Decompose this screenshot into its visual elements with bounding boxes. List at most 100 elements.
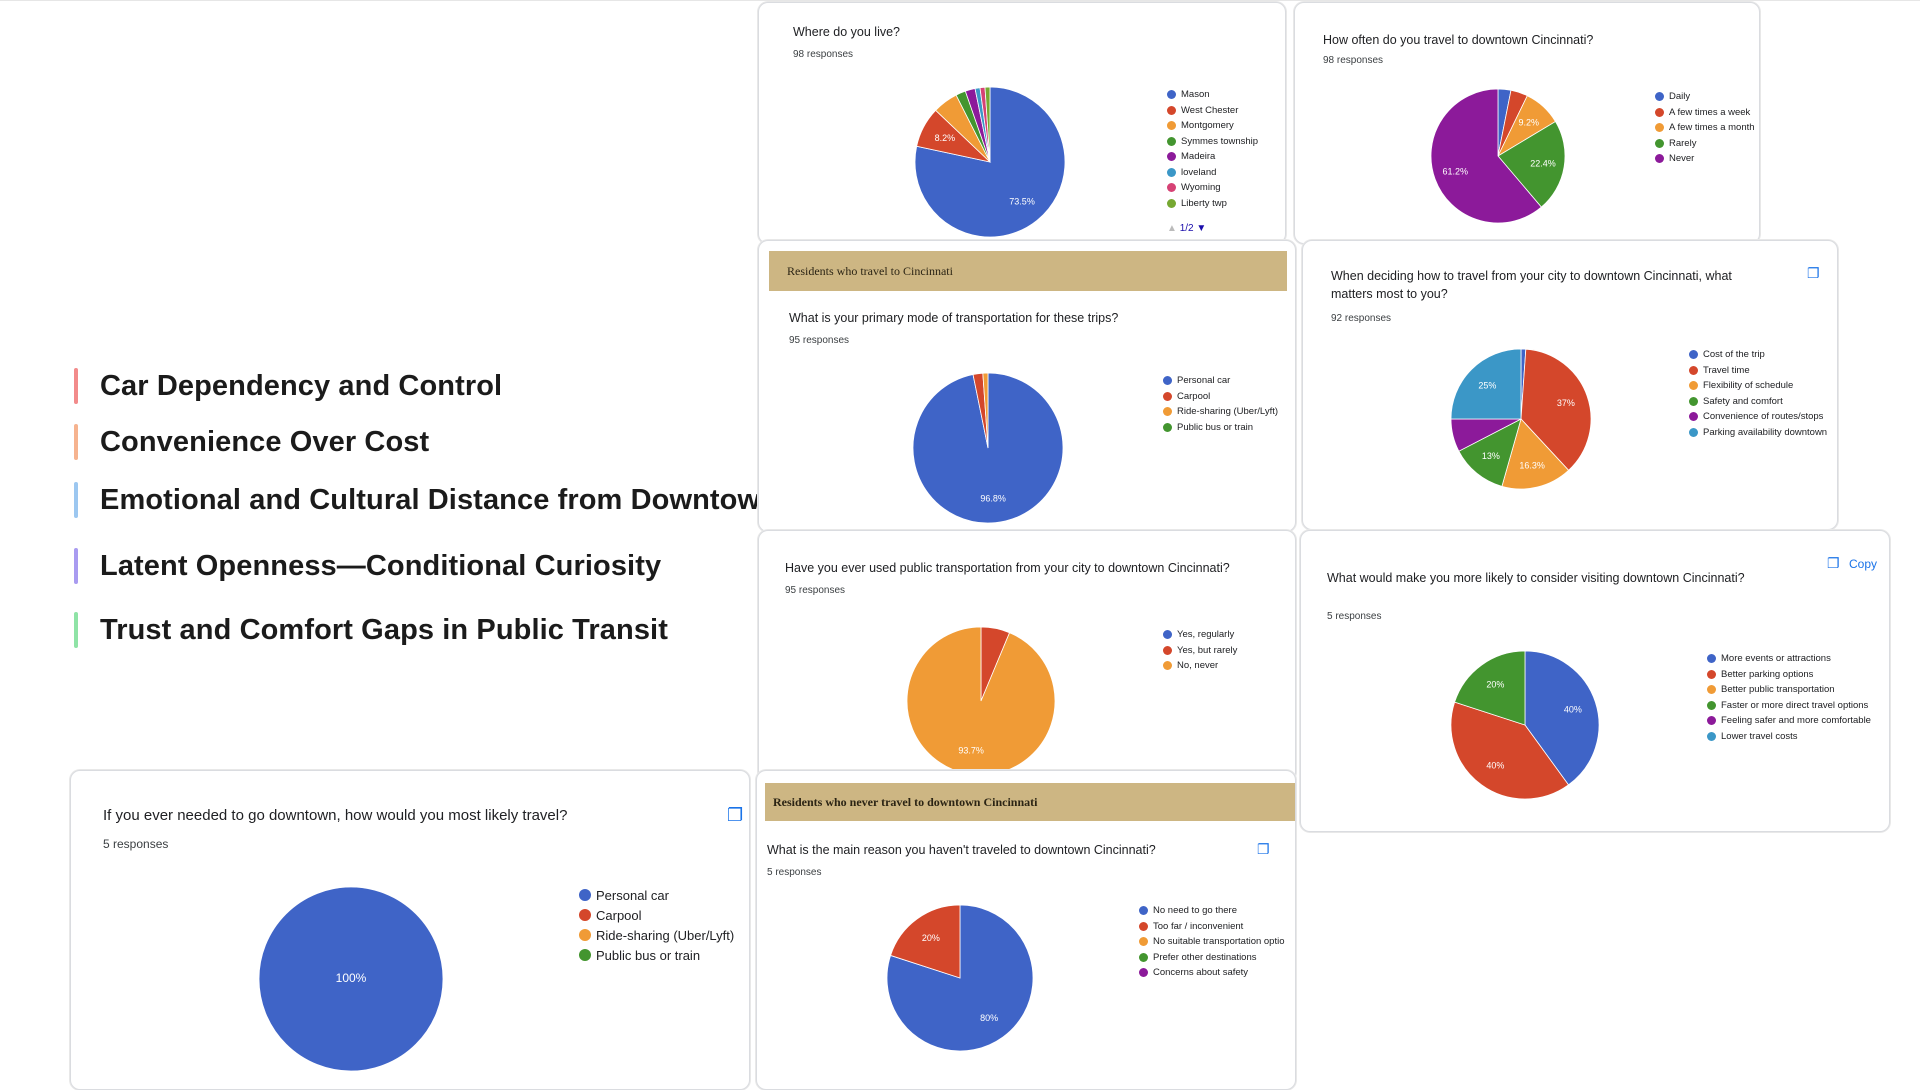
- legend-swatch: [579, 909, 591, 921]
- pie-slice-flexibility-of-schedule: [1501, 418, 1570, 490]
- legend-item: Personal car: [579, 885, 734, 905]
- copy-icon[interactable]: ❐: [1807, 265, 1820, 281]
- pie-data-label: 16.3%: [1519, 460, 1545, 470]
- legend-swatch: [1655, 154, 1664, 164]
- chart-legend: Personal car Carpool Ride-sharing (Uber/Ly…: [579, 885, 734, 965]
- question-title: What would make you more likely to consi…: [1327, 571, 1745, 585]
- legend-item: Parking availability downtown: [1689, 425, 1827, 441]
- legend-item: Symmes township: [1167, 134, 1258, 150]
- chart-legend: More events or attractions Better parking…: [1707, 651, 1871, 744]
- pie-chart: 80% 20%: [886, 904, 1034, 1052]
- legend-item: Convenience of routes/stops: [1689, 409, 1827, 425]
- pie-slice-more-events-or-attractions: [1524, 650, 1600, 786]
- legend-item: Feeling safer and more comfortable: [1707, 713, 1871, 729]
- legend-item: Ride-sharing (Uber/Lyft): [1163, 404, 1278, 420]
- legend-item: Safety and comfort: [1689, 394, 1827, 410]
- legend-swatch: [1139, 952, 1148, 962]
- legend-item: loveland: [1167, 165, 1258, 181]
- pie-slice-safety-and-comfort: [1458, 418, 1522, 487]
- chart-legend: Personal car Carpool Ride-sharing (Uber/Ly…: [1163, 373, 1278, 435]
- pie-data-label: 20%: [1486, 679, 1504, 689]
- pie-data-label: 25%: [1478, 380, 1496, 390]
- theme-label: Emotional and Cultural Distance from Dow…: [100, 483, 778, 516]
- theme-item: Emotional and Cultural Distance from Dow…: [74, 480, 778, 520]
- legend-label: More events or attractions: [1721, 653, 1831, 665]
- legend-label: Faster or more direct travel options: [1721, 699, 1869, 711]
- legend-item: Montgomery: [1167, 118, 1258, 134]
- copy-button[interactable]: Copy: [1849, 557, 1878, 571]
- legend-label: No, never: [1177, 660, 1219, 672]
- chart-card-live: Where do you live? 98 responses 73.5% 8.2…: [758, 2, 1286, 244]
- pie-slice-ride-sharing-uber-lyft-: [982, 372, 989, 449]
- legend-item: Mason: [1167, 87, 1258, 103]
- copy-icon[interactable]: ❐: [727, 805, 744, 825]
- question-title: What is the main reason you haven't trav…: [767, 843, 1156, 857]
- legend-label: Never: [1669, 153, 1695, 165]
- question-title: Have you ever used public transportation…: [785, 561, 1230, 575]
- legend-label: Liberty twp: [1181, 197, 1227, 209]
- legend-label: Carpool: [596, 907, 642, 923]
- pie-slice-better-parking-options: [1450, 701, 1570, 800]
- pie-data-label: 100%: [336, 971, 367, 985]
- response-count: 98 responses: [793, 49, 854, 60]
- legend-swatch: [1163, 376, 1172, 386]
- theme-item: Car Dependency and Control: [74, 366, 502, 406]
- pie-chart: 96.8%: [912, 372, 1064, 524]
- legend-swatch: [1167, 183, 1176, 193]
- legend-item: Carpool: [1163, 389, 1278, 405]
- legend-label: Public bus or train: [596, 947, 701, 963]
- legend-label: Travel time: [1703, 364, 1750, 376]
- legend-label: Feeling safer and more comfortable: [1721, 715, 1871, 727]
- legend-item: No need to go there: [1139, 903, 1285, 919]
- legend-label: Too far / inconvenient: [1153, 920, 1244, 932]
- response-count: 5 responses: [767, 867, 822, 878]
- chart-card-downtown: If you ever needed to go downtown, how w…: [70, 770, 750, 1090]
- theme-label: Trust and Comfort Gaps in Public Transit: [100, 613, 668, 646]
- legend-label: Concerns about safety: [1153, 967, 1249, 979]
- legend-pager[interactable]: ▲ 1/2 ▼: [1167, 223, 1206, 234]
- theme-item: Convenience Over Cost: [74, 422, 429, 462]
- legend-label: Personal car: [596, 887, 669, 903]
- legend-item: More events or attractions: [1707, 651, 1871, 667]
- legend-item: Travel time: [1689, 363, 1827, 379]
- pie-data-label: 40%: [1564, 704, 1582, 714]
- pager-down-icon[interactable]: ▼: [1196, 223, 1207, 234]
- pie-data-label: 93.7%: [958, 745, 984, 755]
- legend-swatch: [1707, 654, 1716, 664]
- pie-data-label: 61.2%: [1442, 167, 1468, 177]
- pie-slice-personal-car: [258, 886, 444, 1072]
- pie-data-label: 80%: [980, 1013, 998, 1023]
- response-count: 92 responses: [1331, 313, 1392, 324]
- question-title: If you ever needed to go downtown, how w…: [103, 807, 568, 824]
- pie-slice-parking-availability-downtown: [1450, 348, 1522, 420]
- legend-swatch: [1689, 381, 1698, 391]
- legend-swatch: [579, 949, 591, 961]
- pie-chart: 93.7%: [906, 626, 1056, 776]
- legend-swatch: [1163, 391, 1172, 401]
- legend-item: Wyoming: [1167, 180, 1258, 196]
- theme-item: Trust and Comfort Gaps in Public Transit: [74, 610, 668, 650]
- chart-card-likely: What would make you more likely to consi…: [1300, 530, 1890, 832]
- pager-up-icon[interactable]: ▲: [1167, 223, 1177, 234]
- pager-text: 1/2: [1179, 223, 1194, 234]
- legend-swatch: [1707, 716, 1716, 726]
- pie-chart: 40% 40% 20%: [1450, 650, 1600, 800]
- chart-card-never: Residents who never travel to downtown C…: [756, 770, 1296, 1090]
- legend-swatch: [1167, 90, 1176, 100]
- copy-icon[interactable]: ❐: [1827, 555, 1840, 571]
- legend-item: Prefer other destinations: [1139, 950, 1285, 966]
- legend-label: Better parking options: [1721, 668, 1814, 680]
- legend-label: Flexibility of schedule: [1703, 380, 1794, 392]
- legend-swatch: [1163, 630, 1172, 640]
- section-banner: Residents who travel to Cincinnati: [769, 251, 1287, 291]
- legend-label: A few times a week: [1669, 106, 1751, 118]
- copy-icon[interactable]: ❐: [1257, 841, 1270, 857]
- pie-chart: 73.5% 8.2%: [914, 86, 1066, 238]
- legend-item: Carpool: [579, 905, 734, 925]
- legend-swatch: [1167, 167, 1176, 177]
- legend-item: Rarely: [1655, 136, 1755, 152]
- legend-swatch: [1139, 968, 1148, 978]
- question-title: When deciding how to travel from your ci…: [1331, 269, 1732, 283]
- legend-swatch: [1707, 731, 1716, 741]
- legend-swatch: [579, 889, 591, 901]
